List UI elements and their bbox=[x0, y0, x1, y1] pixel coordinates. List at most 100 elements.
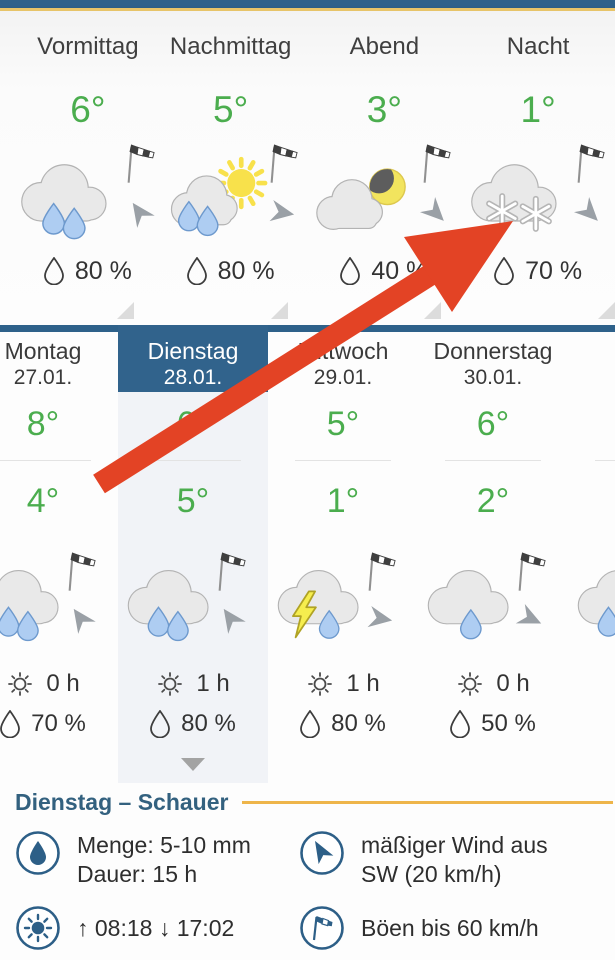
windsock-icon bbox=[518, 552, 546, 592]
precip-value: 80 % bbox=[181, 710, 236, 737]
sun-hours-icon bbox=[458, 672, 483, 696]
raindrop-icon bbox=[494, 257, 515, 285]
period-label: Abend bbox=[349, 33, 420, 60]
windsock-icon bbox=[368, 552, 396, 592]
sun-hours-value: 0 h bbox=[46, 670, 80, 697]
day-details-section: Dienstag – Schauer Menge: 5-10 mm Dauer:… bbox=[0, 783, 615, 951]
moon-cloud-icon bbox=[309, 155, 421, 241]
precip-value: 70 % bbox=[31, 710, 86, 737]
expand-corner-icon[interactable] bbox=[598, 302, 615, 319]
snow-cloud-icon bbox=[463, 155, 575, 241]
daily-column-mittwoch: Mittwoch 29.01. 5° 1° 1 h 80 % bbox=[268, 332, 418, 783]
windsock-icon bbox=[423, 144, 452, 184]
daily-column-dienstag: Dienstag 28.01. 6° 5° 1 h 80 % bbox=[118, 325, 268, 783]
sun-hours-icon bbox=[8, 672, 33, 696]
section-divider-bar bbox=[0, 325, 615, 332]
day-low-temp: 1° bbox=[326, 481, 360, 520]
day-icon-block bbox=[0, 552, 118, 665]
period-temp: 6° bbox=[70, 89, 106, 130]
raindrop-icon bbox=[450, 710, 471, 738]
wind-direction-arrow-icon bbox=[574, 196, 606, 229]
day-low-temp: 5° bbox=[176, 481, 210, 520]
sun-hours-value: 1 h bbox=[346, 670, 380, 697]
day-date: 30.01. bbox=[463, 366, 523, 389]
detail-gusts: Böen bis 60 km/h bbox=[299, 905, 615, 951]
raindrop-icon bbox=[300, 710, 321, 738]
temp-divider bbox=[295, 460, 391, 473]
day-tab-mittwoch[interactable]: Mittwoch 29.01. bbox=[268, 332, 418, 392]
precip-value: 80 % bbox=[217, 256, 275, 285]
rain-cloud-icon bbox=[120, 561, 226, 643]
daily-column-partial bbox=[568, 332, 615, 783]
day-tab-donnerstag[interactable]: Donnerstag 30.01. bbox=[418, 332, 568, 392]
hourly-column-vormittag[interactable]: Vormittag 6° 80 % bbox=[0, 23, 155, 325]
daily-forecast-section: Montag 27.01. 8° 4° 0 h 70 % bbox=[0, 325, 615, 783]
expand-corner-icon[interactable] bbox=[424, 302, 442, 319]
day-icon-block bbox=[418, 552, 568, 665]
daily-column-donnerstag: Donnerstag 30.01. 6° 2° 0 h 50 % bbox=[418, 332, 568, 783]
wind-direction-arrow-icon bbox=[123, 196, 155, 228]
day-date: 28.01. bbox=[163, 366, 223, 389]
temp-divider bbox=[145, 460, 241, 473]
top-bar bbox=[0, 0, 615, 8]
sun-hours-row: 1 h bbox=[306, 665, 380, 703]
hourly-column-nacht[interactable]: Nacht 1° 70 % bbox=[461, 23, 615, 325]
day-name: Mittwoch bbox=[297, 338, 389, 364]
period-icon-block bbox=[309, 143, 459, 247]
period-label: Nacht bbox=[506, 33, 570, 60]
gusts-line: Böen bis 60 km/h bbox=[361, 915, 539, 941]
precip-row: 80 % bbox=[186, 247, 275, 295]
wind-direction-arrow-icon bbox=[269, 200, 296, 226]
hourly-column-abend[interactable]: Abend 3° 40 % bbox=[308, 23, 462, 325]
thunder-cloud-icon bbox=[270, 561, 376, 643]
expand-corner-icon[interactable] bbox=[116, 302, 134, 319]
precip-row: 40 % bbox=[340, 247, 428, 295]
light-rain-cloud-icon bbox=[420, 561, 526, 643]
day-tab-dienstag[interactable]: Dienstag 28.01. bbox=[118, 325, 268, 392]
sun-hours-icon bbox=[158, 672, 183, 696]
sun-hours-row: 0 h bbox=[456, 665, 530, 703]
day-name: Donnerstag bbox=[433, 338, 553, 364]
day-icon-block bbox=[268, 552, 418, 665]
precip-row: 80 % bbox=[43, 247, 132, 295]
precip-value: 70 % bbox=[525, 256, 583, 285]
detail-sunrise-sunset: ↑ 08:18 ↓ 17:02 bbox=[15, 905, 299, 951]
indicator-slot bbox=[268, 745, 418, 783]
day-tab-partial[interactable] bbox=[568, 332, 615, 392]
period-icon-block bbox=[13, 143, 163, 247]
raindrop-icon bbox=[0, 710, 21, 738]
day-high-temp: 8° bbox=[26, 404, 60, 443]
day-name: Dienstag bbox=[147, 338, 239, 364]
wind-line-2: SW (20 km/h) bbox=[361, 861, 502, 887]
precip-value: 80 % bbox=[331, 710, 386, 737]
precip-row: 80 % bbox=[150, 703, 236, 745]
expand-corner-icon[interactable] bbox=[270, 302, 288, 319]
selected-day-caret-icon[interactable] bbox=[181, 757, 205, 771]
hourly-column-nachmittag[interactable]: Nachmittag 5° 80 % bbox=[154, 23, 308, 325]
day-tab-montag[interactable]: Montag 27.01. bbox=[0, 332, 118, 392]
detail-wind: mäßiger Wind aus SW (20 km/h) bbox=[299, 830, 615, 889]
gold-divider bbox=[0, 8, 615, 11]
day-date: 27.01. bbox=[13, 366, 73, 389]
precip-duration-line: Dauer: 15 h bbox=[77, 861, 198, 887]
precip-value: 40 % bbox=[371, 256, 429, 285]
sunrise-sunset-line: ↑ 08:18 ↓ 17:02 bbox=[77, 915, 235, 941]
details-title: Dienstag – Schauer bbox=[15, 789, 229, 815]
rain-sun-cloud-icon bbox=[156, 155, 276, 241]
day-high-temp: 6° bbox=[476, 404, 510, 443]
raindrop-icon bbox=[186, 257, 207, 285]
raindrop-icon bbox=[43, 257, 64, 285]
temp-divider bbox=[0, 460, 91, 473]
day-low-temp: 2° bbox=[476, 481, 510, 520]
hourly-forecast-section: Vormittag 6° 80 % Nachmittag 5° bbox=[0, 11, 615, 325]
precip-value: 50 % bbox=[481, 710, 536, 737]
sun-hours-row: 1 h bbox=[156, 665, 230, 703]
sun-hours-row: 0 h bbox=[6, 665, 80, 703]
wind-direction-circle-icon bbox=[300, 831, 344, 875]
period-icon-block bbox=[463, 143, 613, 247]
rain-cloud-icon bbox=[570, 561, 615, 643]
precip-row: 70 % bbox=[0, 703, 86, 745]
windsock-icon bbox=[577, 144, 606, 184]
precip-amount-line: Menge: 5-10 mm bbox=[77, 832, 251, 858]
